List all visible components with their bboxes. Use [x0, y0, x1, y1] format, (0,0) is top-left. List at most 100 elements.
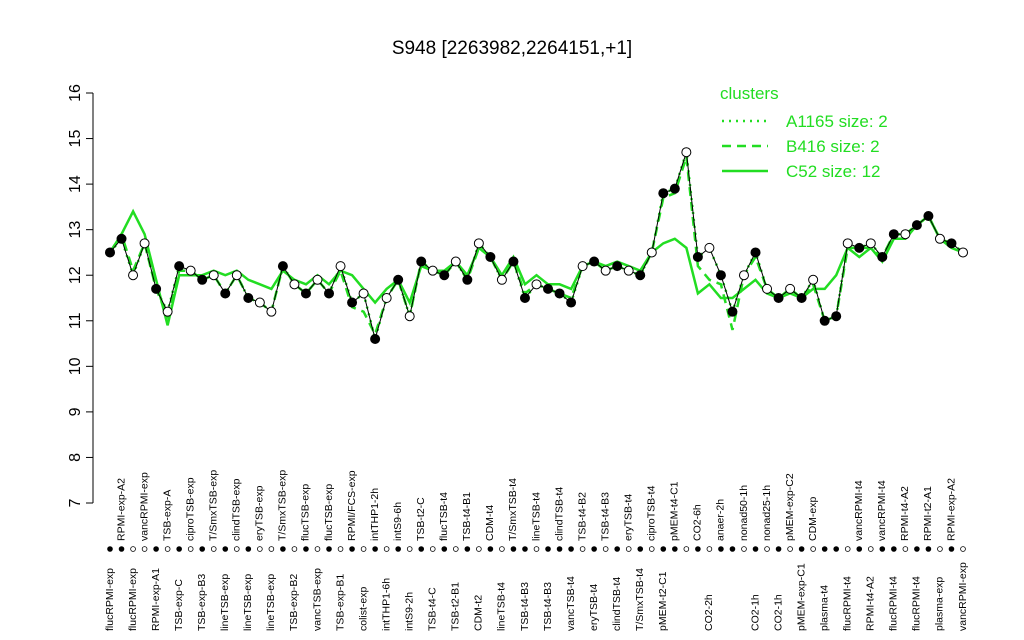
x-tick-label: flucRPMI-t4 [888, 576, 900, 631]
chart-title: S948 [2263982,2264151,+1] [392, 38, 632, 59]
sample-marker [107, 546, 113, 552]
x-tick-label: plasma-exp [934, 577, 946, 631]
x-tick-label: RPMI-exp-A1 [150, 568, 162, 631]
sample-marker [372, 546, 378, 552]
sample-marker [844, 546, 851, 552]
data-point [681, 147, 692, 158]
sample-marker [487, 546, 494, 552]
x-tick-label: TSB-t4-B3 [542, 582, 554, 631]
x-tick-label: RPMI-t2-A1 [922, 486, 934, 541]
sample-marker [625, 546, 632, 552]
sample-marker [429, 546, 436, 552]
data-point [462, 274, 473, 285]
x-tick-label: TSB-t4-C [427, 587, 439, 631]
cluster-line [108, 208, 964, 326]
data-point [577, 261, 588, 272]
x-tick-label: TSB-t4-B3 [599, 492, 611, 541]
x-tick-label: vancRPMI-t4 [876, 480, 888, 541]
data-point [220, 288, 231, 299]
x-tick-label: T/SmxTSB-exp [208, 470, 220, 541]
data-point [519, 293, 530, 303]
sample-marker [337, 546, 344, 552]
data-point [738, 270, 749, 281]
data-point [762, 283, 773, 294]
legend-label: B416 size: 2 [786, 137, 880, 156]
data-point [162, 306, 173, 317]
data-point [508, 256, 519, 267]
sample-marker [833, 546, 840, 552]
sample-marker [810, 546, 816, 552]
data-point [289, 279, 300, 290]
data-point [854, 242, 865, 253]
x-tick-label: CO2-6h [692, 504, 704, 541]
data-point [635, 270, 646, 281]
data-point [946, 238, 957, 249]
data-point [900, 229, 911, 240]
sample-marker [729, 546, 736, 552]
data-point [358, 288, 369, 299]
legend-label: C52 size: 12 [786, 162, 881, 181]
sample-marker [130, 546, 136, 552]
data-point [381, 293, 392, 303]
data-point [750, 247, 761, 258]
data-point [300, 288, 311, 299]
x-tick-label: flucRPMI-t4 [911, 576, 923, 631]
sample-marker [303, 546, 309, 552]
x-tick-label: eryTSB-t4 [622, 494, 634, 541]
data-point [531, 279, 542, 290]
data-point [623, 265, 634, 276]
data-point [911, 220, 922, 231]
x-tick-label: RPMI-exp-A2 [115, 478, 127, 541]
sample-marker [268, 546, 275, 552]
data-point [554, 288, 565, 299]
sample-marker [464, 546, 471, 552]
data-point [277, 261, 288, 272]
sample-marker [660, 546, 667, 552]
x-tick-label: flucRPMI-t4 [842, 576, 854, 631]
sample-marker [349, 546, 355, 552]
data-point [450, 256, 461, 267]
data-point [888, 229, 899, 240]
y-tick-label: 10 [67, 357, 84, 375]
data-point [865, 238, 876, 249]
x-tick-label: CDM-exp [807, 497, 819, 541]
sample-marker [821, 546, 828, 552]
sample-marker [787, 546, 793, 552]
sample-marker [741, 546, 747, 552]
sample-marker [441, 546, 448, 552]
sample-marker [118, 546, 125, 552]
x-tick-label: clindTSB-exp [231, 478, 243, 541]
sample-marker [683, 546, 690, 552]
x-tick-label: colist-exp [357, 586, 369, 631]
sample-marker [706, 546, 713, 552]
data-point [312, 274, 323, 285]
data-point [842, 238, 853, 249]
data-point [715, 270, 726, 281]
cluster-line [108, 156, 964, 338]
x-tick-label: TSB-exp-C [173, 579, 185, 631]
y-tick-label: 8 [67, 453, 84, 462]
sample-marker [199, 546, 206, 552]
x-tick-label: TSB-t4-B2 [576, 492, 588, 541]
data-point [151, 283, 162, 294]
data-point [347, 297, 358, 308]
x-tick-label: pMEM-exp-C1 [795, 563, 807, 631]
x-tick-label: TSB-exp-B3 [196, 574, 208, 631]
x-tick-label: vancTSB-t4 [565, 576, 577, 631]
x-tick-label: ciproTSB-t4 [646, 485, 658, 541]
x-tick-label: CO2-1h [772, 594, 784, 631]
sample-marker [764, 546, 770, 552]
data-point [185, 265, 196, 276]
sample-marker [257, 546, 263, 552]
legend-label: A1165 size: 2 [786, 112, 888, 131]
y-tick-label: 7 [67, 498, 84, 507]
x-tick-label: CO2-1h [749, 594, 761, 631]
data-point [877, 252, 888, 262]
sample-marker [383, 546, 390, 552]
x-tick-label: pMEM-exp-C2 [784, 473, 796, 541]
y-tick-label: 11 [67, 312, 84, 329]
sample-marker [141, 546, 148, 552]
x-tick-label: TSB-exp-B2 [288, 574, 300, 631]
sample-marker [637, 546, 644, 552]
data-point [473, 238, 484, 249]
